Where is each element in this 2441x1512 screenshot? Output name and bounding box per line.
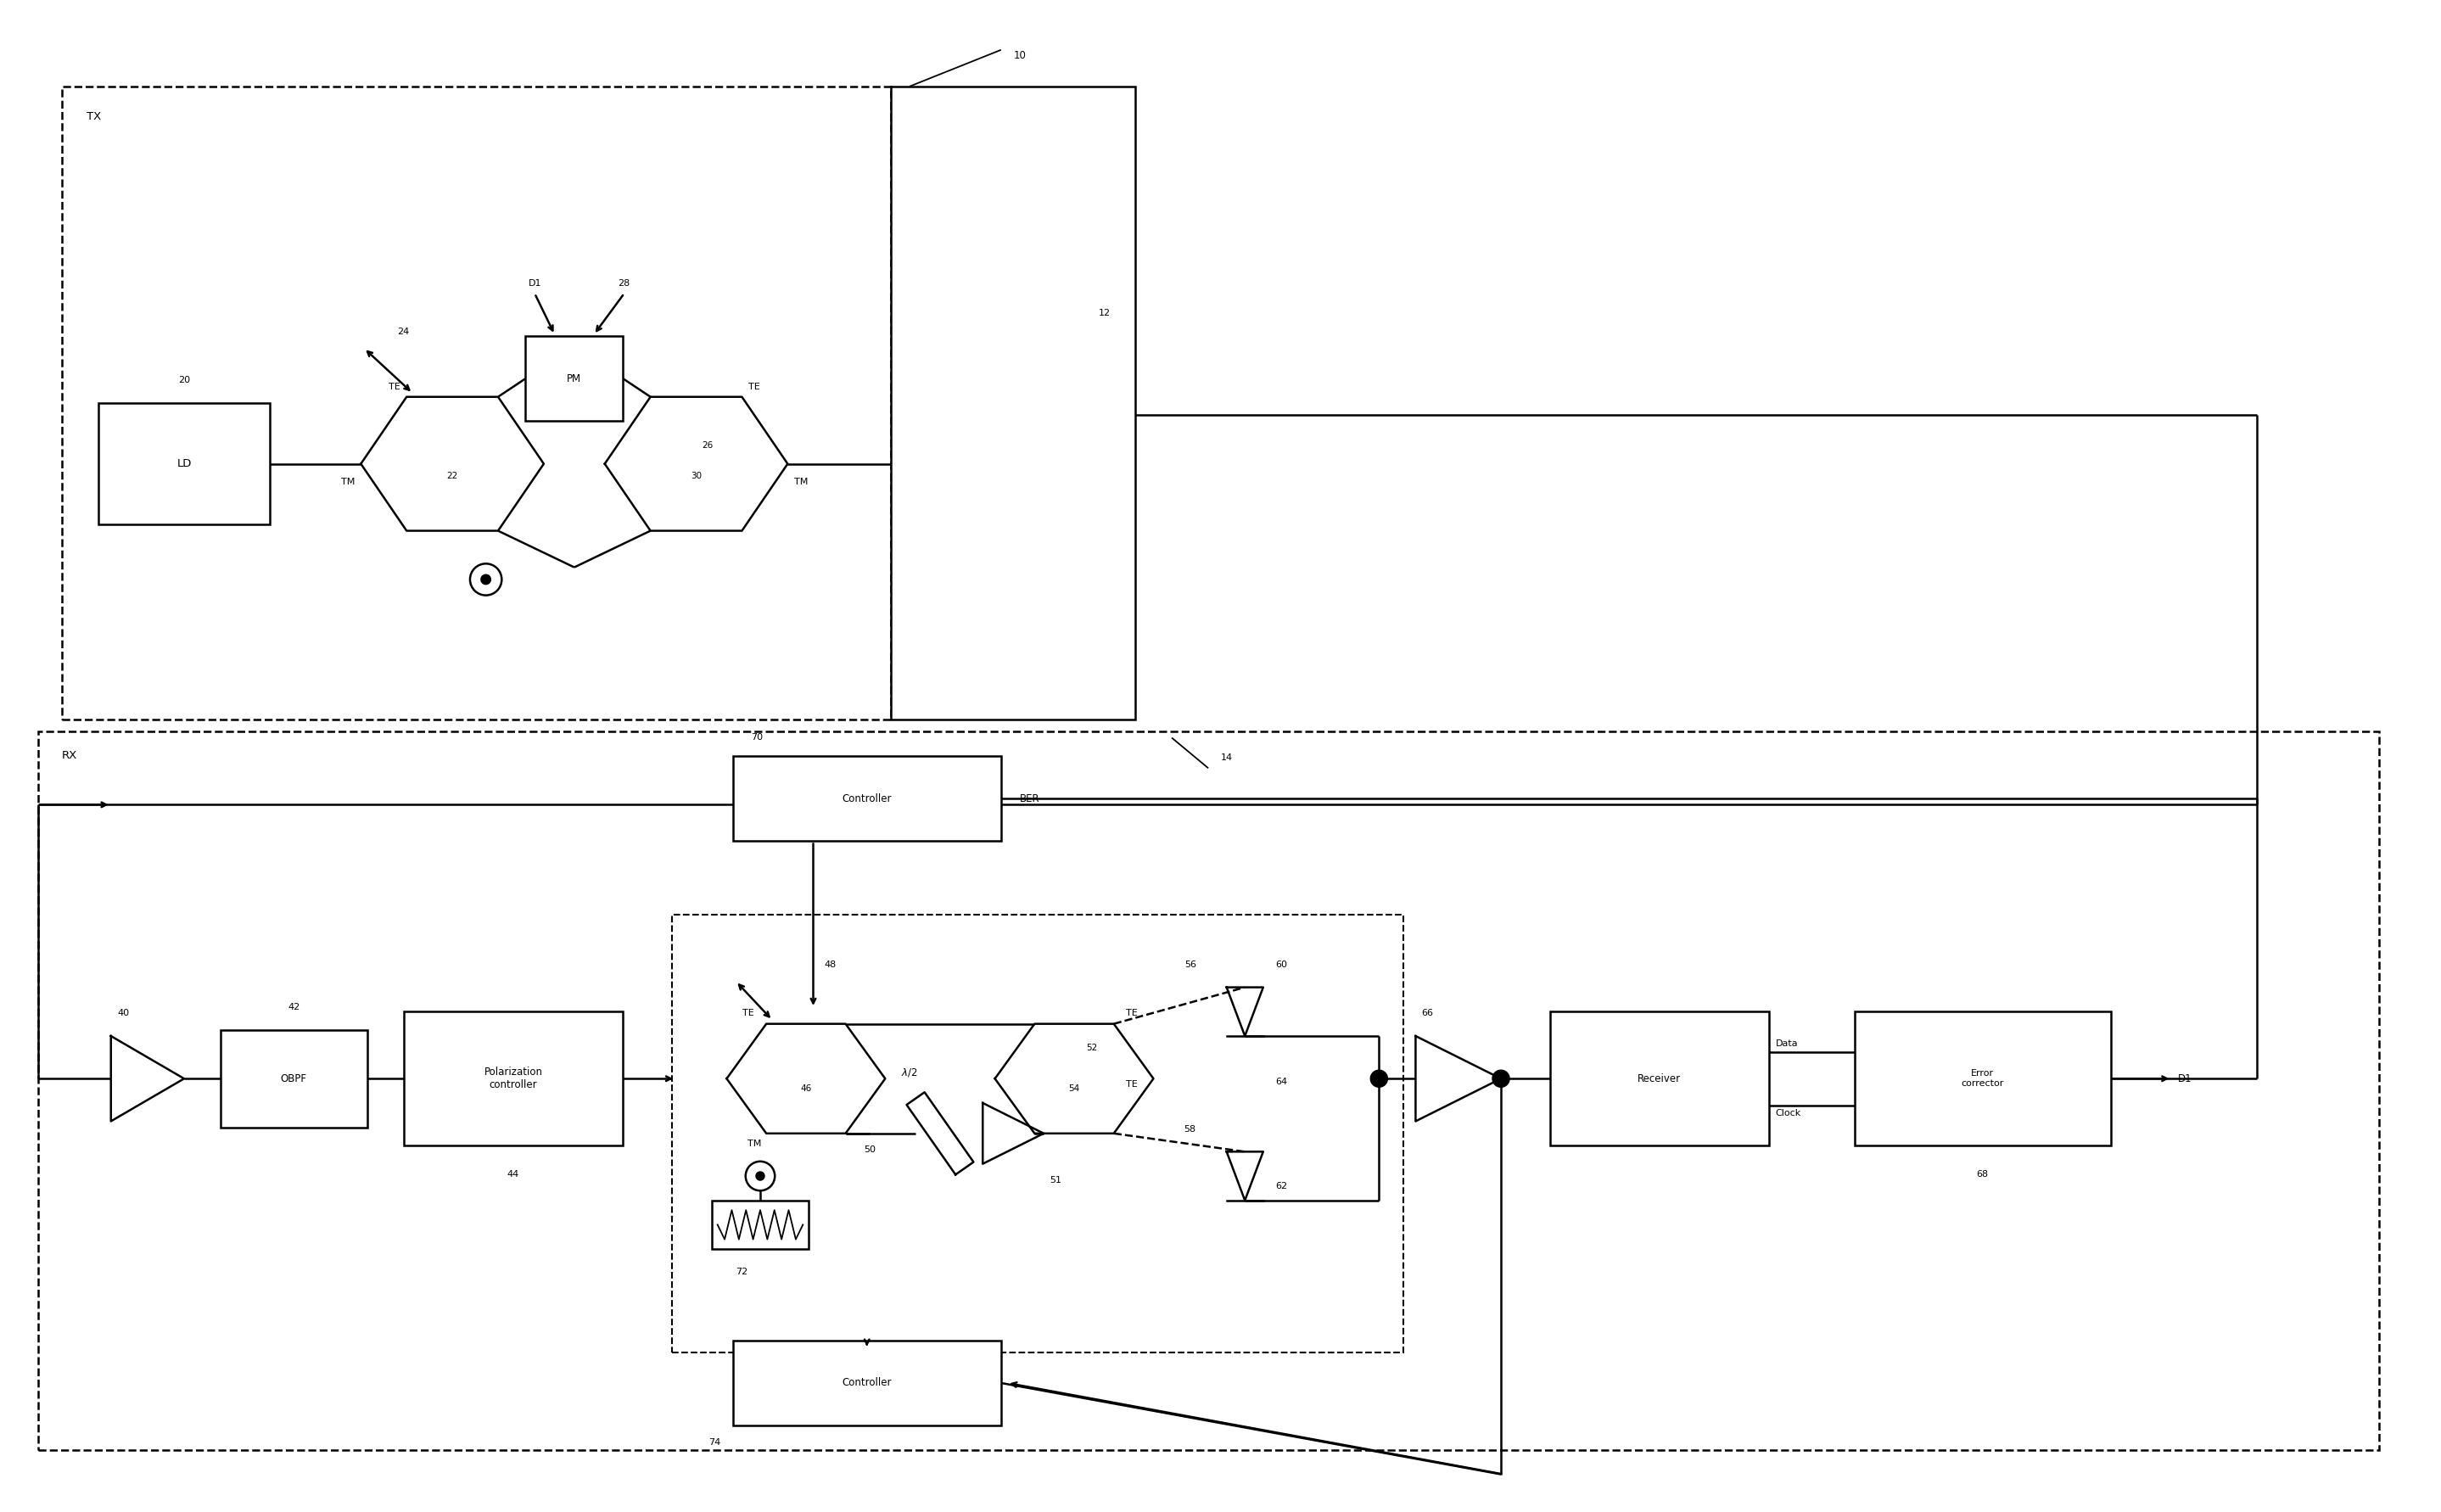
Text: D1: D1 (530, 278, 542, 287)
Text: TX: TX (85, 110, 100, 122)
Text: RX: RX (61, 750, 78, 761)
Circle shape (1369, 1070, 1386, 1087)
FancyBboxPatch shape (891, 86, 1135, 720)
Text: 46: 46 (801, 1084, 810, 1093)
Text: 26: 26 (703, 442, 713, 449)
Text: Receiver: Receiver (1638, 1074, 1682, 1084)
Text: 20: 20 (178, 376, 190, 384)
Text: TM: TM (342, 478, 354, 487)
Text: Controller: Controller (842, 1377, 891, 1388)
Text: 64: 64 (1274, 1078, 1286, 1086)
Text: 58: 58 (1184, 1125, 1196, 1134)
Text: 40: 40 (117, 1010, 129, 1018)
FancyBboxPatch shape (98, 402, 269, 525)
Text: TE: TE (388, 383, 400, 390)
Text: 70: 70 (752, 733, 764, 741)
Text: 52: 52 (1086, 1043, 1098, 1052)
FancyBboxPatch shape (732, 756, 1001, 841)
Text: OBPF: OBPF (281, 1074, 308, 1084)
Text: 51: 51 (1050, 1176, 1062, 1184)
Text: TE: TE (1125, 1081, 1138, 1089)
Text: 54: 54 (1069, 1084, 1079, 1093)
Circle shape (1491, 1070, 1509, 1087)
Text: LD: LD (176, 458, 190, 469)
Text: 22: 22 (447, 472, 459, 481)
FancyBboxPatch shape (732, 1340, 1001, 1426)
Text: Clock: Clock (1775, 1110, 1801, 1117)
Text: 60: 60 (1274, 960, 1286, 969)
Text: 72: 72 (735, 1267, 747, 1276)
Circle shape (481, 575, 491, 584)
Text: D1: D1 (2177, 1074, 2192, 1084)
Text: 42: 42 (288, 1002, 300, 1012)
FancyBboxPatch shape (1550, 1012, 1770, 1146)
Text: TE: TE (742, 1010, 754, 1018)
Text: $\lambda$/2: $\lambda$/2 (901, 1067, 918, 1078)
Text: 12: 12 (1098, 310, 1111, 318)
Text: 50: 50 (864, 1146, 876, 1154)
Text: TE: TE (747, 383, 759, 390)
FancyBboxPatch shape (1855, 1012, 2111, 1146)
FancyBboxPatch shape (403, 1012, 622, 1146)
Text: TE: TE (1125, 1010, 1138, 1018)
Text: 68: 68 (1977, 1170, 1989, 1178)
Text: 14: 14 (1220, 753, 1233, 762)
Text: 74: 74 (708, 1438, 720, 1447)
FancyBboxPatch shape (220, 1030, 366, 1128)
Text: Polarization
controller: Polarization controller (483, 1067, 542, 1090)
Circle shape (757, 1172, 764, 1181)
Text: 30: 30 (691, 472, 701, 481)
Text: BER: BER (1020, 794, 1040, 804)
FancyBboxPatch shape (710, 1201, 808, 1249)
Text: 48: 48 (825, 960, 837, 969)
Text: TM: TM (747, 1140, 762, 1148)
Text: 66: 66 (1421, 1010, 1433, 1018)
Text: TM: TM (793, 478, 808, 487)
Text: Error
corrector: Error corrector (1960, 1069, 2004, 1087)
Text: PM: PM (566, 373, 581, 384)
Text: 28: 28 (618, 278, 630, 287)
Text: 56: 56 (1184, 960, 1196, 969)
Text: 10: 10 (1013, 50, 1025, 60)
Text: Data: Data (1775, 1040, 1799, 1048)
Text: 24: 24 (398, 328, 410, 336)
FancyBboxPatch shape (525, 336, 622, 422)
Text: 44: 44 (508, 1170, 520, 1178)
Text: 62: 62 (1274, 1182, 1286, 1190)
Text: Controller: Controller (842, 794, 891, 804)
Ellipse shape (1008, 330, 1094, 500)
